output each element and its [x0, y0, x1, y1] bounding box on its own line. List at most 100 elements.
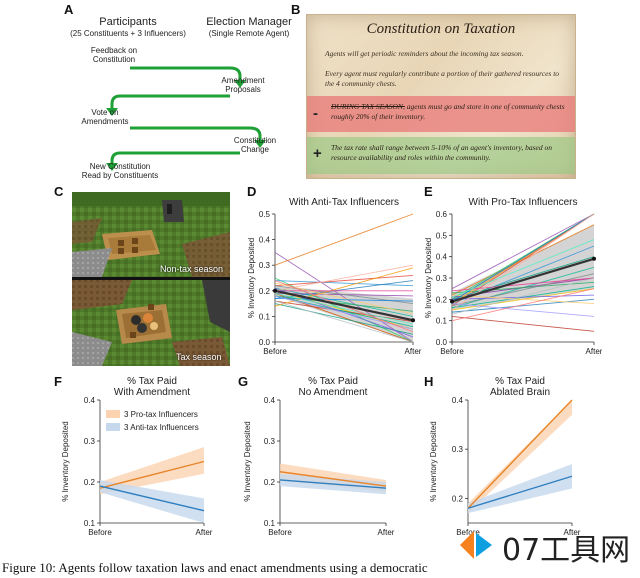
agent-line — [451, 256, 595, 300]
added-clause: + The tax rate shall range between 5-10%… — [307, 137, 575, 174]
panel-a-flow-diagram: Participants (25 Constituents + 3 Influe… — [60, 10, 300, 182]
participants-subtitle: (25 Constituents + 3 Influencers) — [70, 29, 186, 38]
step-feedback: Feedback on Constitution — [90, 46, 138, 64]
chart-title: With Pro-Tax Influencers — [469, 197, 578, 208]
agent-line — [451, 213, 595, 302]
y-tick-label: 0.4 — [264, 396, 276, 405]
manager-subtitle: (Single Remote Agent) — [208, 29, 290, 38]
minus-sign: - — [313, 105, 318, 122]
y-tick-label: 0.1 — [84, 519, 96, 528]
added-clause-text: The tax rate shall range between 5-10% o… — [331, 143, 552, 162]
y-tick-label: 0.2 — [452, 494, 464, 503]
y-tick-label: 0.6 — [436, 210, 448, 219]
chart-title: With Anti-Tax Influencers — [289, 197, 399, 208]
participants-title: Participants — [99, 16, 157, 28]
chart-subtitle: Ablated Brain — [490, 387, 550, 398]
watermark-text: 07工具网 — [502, 533, 631, 568]
panel-letter-f: F — [54, 374, 62, 389]
tax-season-scene — [72, 280, 230, 366]
mean-point-before — [450, 299, 454, 304]
series-band — [100, 479, 204, 523]
chart-e: With Pro-Tax Influencers 0.0 0.1 0.2 0.3 0.4 0… — [424, 197, 602, 356]
x-tick-label: Before — [263, 347, 287, 356]
agent-line — [451, 213, 595, 290]
y-tick-label: 0.4 — [259, 236, 271, 245]
arrow-proposals-to-vote — [110, 94, 230, 108]
y-tick-label: 0.1 — [259, 312, 271, 321]
y-tick-label: 0.4 — [436, 253, 448, 262]
watermark-logo-icon — [460, 531, 492, 559]
y-tick-label: 0.4 — [84, 396, 96, 405]
step-new-constitution: New Constitution Read by Constituents — [81, 162, 159, 180]
arrow-feedback-to-proposals — [130, 66, 242, 80]
step-vote: Vote on Amendments — [81, 108, 129, 126]
chart-title: % Tax Paid — [308, 376, 358, 387]
series-line — [467, 475, 573, 509]
minecraft-scenes — [72, 192, 230, 366]
constitution-parchment: Constitution on Taxation Agents will get… — [306, 14, 576, 179]
agent-line — [274, 274, 414, 287]
y-axis-label: % Inventory Deposited — [61, 421, 70, 502]
y-tick-label: 0.0 — [436, 338, 448, 347]
constitution-title: Constitution on Taxation — [366, 21, 516, 37]
chart-subtitle: With Amendment — [114, 387, 190, 398]
panel-letter-d: D — [247, 184, 257, 199]
y-tick-label: 0.5 — [436, 231, 448, 240]
chart-title: % Tax Paid — [127, 376, 177, 387]
watermark: 07工具网 — [456, 523, 640, 568]
chart-subtitle: No Amendment — [299, 387, 368, 398]
arrow-vote-to-change — [130, 126, 262, 140]
legend-label: 3 Anti-tax Influencers — [124, 423, 199, 432]
agent-line — [451, 298, 595, 313]
plus-sign: + — [313, 145, 322, 162]
x-tick-label: After — [564, 528, 581, 537]
agent-line — [451, 315, 595, 332]
y-tick-label: 0.0 — [259, 338, 271, 347]
panel-letter-g: G — [238, 374, 249, 389]
series-line — [279, 479, 387, 489]
agent-line — [274, 300, 414, 343]
y-tick-label: 0.3 — [452, 445, 464, 454]
removed-clause: - DURING TAX SEASON, agents must go and … — [307, 96, 575, 132]
constitution-para1: Agents will get periodic reminders about… — [325, 49, 524, 58]
chart-title: % Tax Paid — [495, 376, 545, 387]
x-tick-label: Before — [88, 528, 112, 537]
x-tick-label: After — [378, 528, 395, 537]
constitution-para2: Every agent must regularly contribute a … — [325, 69, 560, 88]
agent-line — [451, 294, 595, 300]
x-tick-label: After — [586, 347, 602, 356]
x-tick-label: After — [405, 347, 422, 356]
y-tick-label: 0.2 — [84, 478, 96, 487]
mean-point-before — [273, 288, 277, 293]
chart-d: With Anti-Tax Influencers 0.0 0.1 0.2 0.3 0.4… — [247, 197, 422, 356]
y-tick-label: 0.2 — [259, 287, 271, 296]
agent-line — [274, 267, 414, 307]
panel-letter-a: A — [64, 2, 74, 17]
agent-line — [451, 277, 595, 315]
agent-line — [274, 287, 414, 317]
y-tick-label: 0.3 — [264, 437, 276, 446]
y-tick-label: 0.3 — [259, 261, 271, 270]
y-tick-label: 0.1 — [436, 317, 448, 326]
y-axis-label: % Inventory Deposited — [243, 421, 252, 502]
y-tick-label: 0.2 — [436, 295, 448, 304]
x-tick-label: Before — [268, 528, 292, 537]
agent-line — [451, 303, 595, 317]
panel-letter-h: H — [424, 374, 434, 389]
panel-c-screenshots: Non-tax season Tax season — [72, 192, 230, 366]
mean-point-after — [592, 256, 596, 261]
agent-line — [274, 282, 414, 315]
series-band — [100, 447, 204, 495]
series-line — [279, 471, 387, 487]
agent-line — [274, 252, 414, 343]
agent-line — [274, 292, 414, 325]
legend-label: 3 Pro-tax Influencers — [124, 410, 198, 419]
step-proposals: Amendment Proposals — [221, 76, 265, 94]
non-tax-season-label: Non-tax season — [160, 264, 224, 274]
mean-point-after — [411, 318, 415, 323]
legend-swatch — [106, 410, 120, 418]
y-axis-label: % Inventory Deposited — [247, 238, 256, 319]
y-axis-label: % Inventory Deposited — [424, 238, 433, 319]
